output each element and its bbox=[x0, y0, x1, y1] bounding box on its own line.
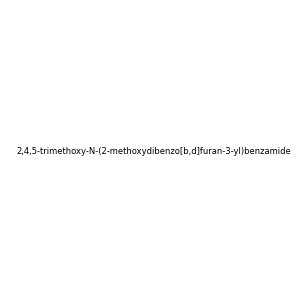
Text: 2,4,5-trimethoxy-N-(2-methoxydibenzo[b,d]furan-3-yl)benzamide: 2,4,5-trimethoxy-N-(2-methoxydibenzo[b,d… bbox=[16, 147, 291, 156]
